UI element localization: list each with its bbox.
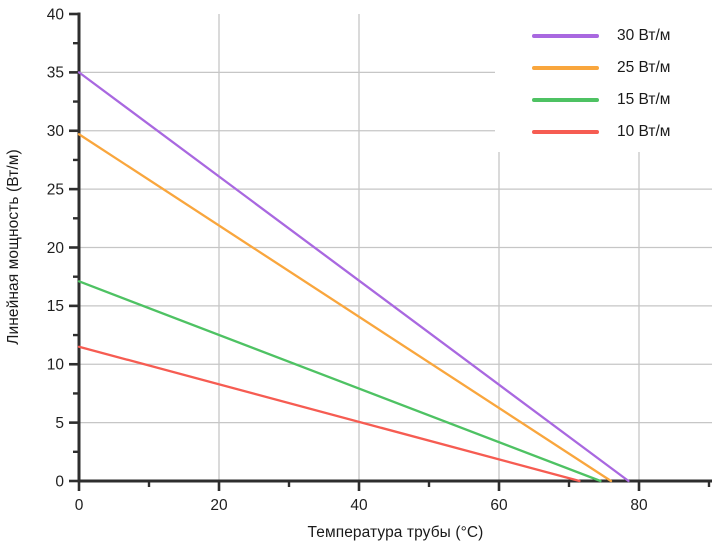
- legend-item: 15 Вт/м: [532, 84, 721, 116]
- y-tick-label: 10: [47, 357, 65, 374]
- y-tick-label: 25: [47, 181, 64, 198]
- legend-swatch-15wm: [532, 98, 599, 102]
- legend-label: 10 Вт/м: [617, 123, 671, 140]
- x-tick-label: 20: [210, 497, 228, 514]
- x-tick-label: 0: [75, 497, 84, 514]
- x-axis-title: Температура трубы (°C): [307, 524, 484, 541]
- series-line-3: [77, 345, 581, 483]
- y-tick-label: 30: [47, 123, 65, 140]
- y-tick-label: 5: [55, 415, 64, 432]
- x-tick-label: 60: [490, 497, 508, 514]
- legend-label: 25 Вт/м: [617, 59, 671, 76]
- legend-item: 30 Вт/м: [532, 20, 721, 52]
- y-tick-label: 35: [47, 65, 64, 82]
- legend-item: 25 Вт/м: [532, 52, 721, 84]
- y-axis-title: Линейная мощность (Вт/м): [5, 149, 22, 345]
- legend-swatch-25wm: [532, 66, 599, 70]
- legend-swatch-30wm: [532, 34, 599, 38]
- x-tick-label: 80: [630, 497, 648, 514]
- y-tick-label: 40: [47, 6, 65, 23]
- legend-swatch-10wm: [532, 130, 599, 134]
- x-tick-label: 40: [350, 497, 368, 514]
- series-line-0: [77, 71, 630, 483]
- series-line-1: [77, 133, 613, 483]
- y-tick-label: 0: [55, 473, 64, 490]
- legend-item: 10 Вт/м: [532, 116, 721, 148]
- y-tick-label: 15: [47, 298, 64, 315]
- legend-label: 15 Вт/м: [617, 91, 671, 108]
- y-tick-label: 20: [47, 240, 65, 257]
- legend-label: 30 Вт/м: [617, 27, 671, 44]
- series-line-2: [77, 280, 602, 483]
- legend: 30 Вт/м 25 Вт/м 15 Вт/м 10 Вт/м: [495, 0, 721, 152]
